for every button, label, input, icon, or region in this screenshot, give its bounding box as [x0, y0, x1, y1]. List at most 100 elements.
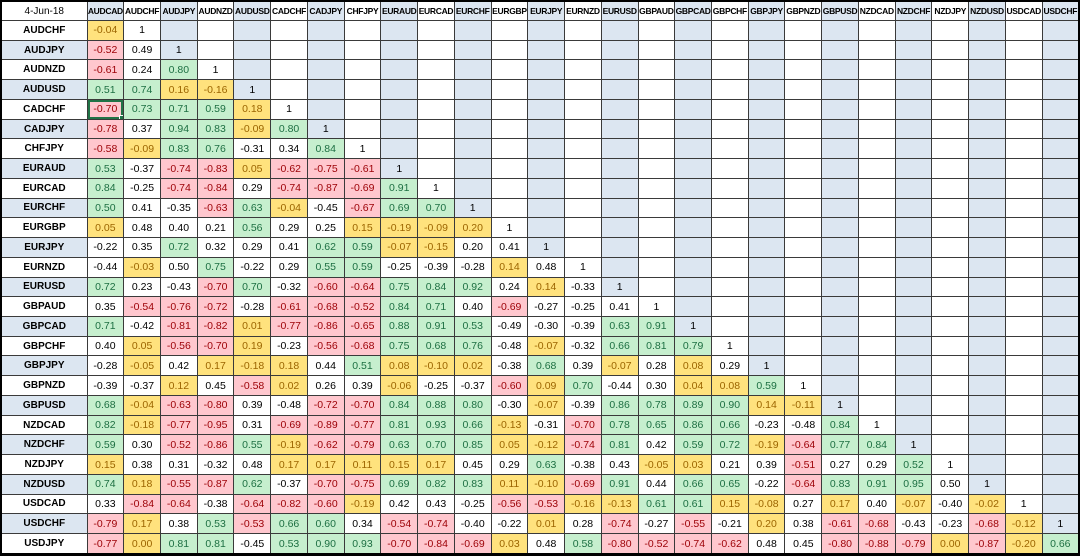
col-header-EURJPY[interactable]: EURJPY [527, 0, 566, 21]
cell-GBPAUD-EURJPY[interactable]: -0.27 [527, 296, 566, 318]
cell-NZDJPY-EURAUD[interactable]: 0.15 [380, 454, 419, 475]
cell-AUDJPY-NZDCAD[interactable] [857, 39, 896, 61]
cell-GBPCAD-NZDUSD[interactable] [968, 316, 1006, 337]
cell-CADJPY-EURCHF[interactable] [453, 118, 492, 140]
cell-EURAUD-GBPNZD[interactable] [784, 158, 823, 179]
cell-CHFJPY-GBPUSD[interactable] [821, 138, 859, 160]
cell-EURCHF-CADJPY[interactable]: -0.45 [306, 197, 345, 219]
cell-AUDUSD-GBPNZD[interactable] [784, 79, 823, 100]
cell-CADJPY-EURJPY[interactable] [527, 118, 566, 140]
cell-EURCAD-EURAUD[interactable]: 0.91 [380, 177, 419, 199]
cell-USDJPY-CHFJPY[interactable]: 0.93 [343, 533, 382, 555]
cell-GBPJPY-EURGBP[interactable]: -0.38 [490, 355, 529, 377]
cell-EURJPY-AUDCHF[interactable]: 0.35 [123, 237, 161, 258]
cell-NZDJPY-GBPCHF[interactable]: 0.21 [710, 454, 749, 475]
cell-NZDCAD-EURUSD[interactable]: 0.78 [600, 414, 639, 436]
cell-NZDCHF-EURNZD[interactable]: -0.74 [564, 434, 602, 456]
cell-CHFJPY-CHFJPY[interactable]: 1 [343, 138, 382, 160]
cell-CADJPY-GBPCHF[interactable] [710, 118, 749, 140]
col-header-GBPCAD[interactable]: GBPCAD [674, 0, 712, 21]
cell-USDCAD-NZDCAD[interactable]: 0.40 [857, 493, 896, 515]
cell-NZDJPY-AUDCHF[interactable]: 0.38 [123, 454, 161, 475]
cell-NZDCAD-GBPUSD[interactable]: 0.84 [821, 414, 859, 436]
cell-GBPUSD-EURUSD[interactable]: 0.86 [600, 394, 639, 416]
cell-AUDCHF-USDCHF[interactable] [1041, 20, 1080, 41]
cell-GBPJPY-USDCAD[interactable] [1004, 355, 1043, 377]
cell-CHFJPY-CADJPY[interactable]: 0.84 [306, 138, 345, 160]
cell-EURCHF-AUDCAD[interactable]: 0.50 [86, 197, 125, 219]
cell-EURAUD-AUDUSD[interactable]: 0.05 [233, 158, 272, 179]
cell-NZDCHF-CHFJPY[interactable]: -0.79 [343, 434, 382, 456]
cell-EURCHF-AUDCHF[interactable]: 0.41 [123, 197, 161, 219]
cell-NZDUSD-GBPJPY[interactable]: -0.22 [747, 473, 786, 495]
cell-EURCHF-GBPUSD[interactable] [821, 197, 859, 219]
cell-EURJPY-GBPCAD[interactable] [674, 237, 712, 258]
col-header-USDCHF[interactable]: USDCHF [1041, 0, 1080, 21]
cell-CADCHF-EURNZD[interactable] [564, 98, 602, 120]
cell-CADCHF-NZDJPY[interactable] [931, 98, 970, 120]
cell-USDCHF-EURUSD[interactable]: -0.74 [600, 513, 639, 535]
row-header-EURAUD[interactable]: EURAUD [0, 158, 88, 179]
cell-CADCHF-GBPCHF[interactable] [710, 98, 749, 120]
cell-NZDJPY-USDCHF[interactable] [1041, 454, 1080, 475]
cell-CHFJPY-AUDJPY[interactable]: 0.83 [159, 138, 198, 160]
cell-EURAUD-AUDNZD[interactable]: -0.83 [196, 158, 235, 179]
row-header-EURGBP[interactable]: EURGBP [0, 217, 88, 239]
cell-AUDJPY-NZDJPY[interactable] [931, 39, 970, 61]
cell-NZDUSD-USDCAD[interactable] [1004, 473, 1043, 495]
cell-USDCHF-GBPJPY[interactable]: 0.20 [747, 513, 786, 535]
cell-AUDJPY-GBPCAD[interactable] [674, 39, 712, 61]
cell-AUDJPY-EURGBP[interactable] [490, 39, 529, 61]
cell-USDCHF-GBPCHF[interactable]: -0.21 [710, 513, 749, 535]
cell-GBPCHF-NZDCAD[interactable] [857, 335, 896, 357]
cell-GBPCAD-GBPUSD[interactable] [821, 316, 859, 337]
cell-AUDCHF-AUDUSD[interactable] [233, 20, 272, 41]
cell-EURJPY-AUDNZD[interactable]: 0.32 [196, 237, 235, 258]
cell-CHFJPY-AUDCHF[interactable]: -0.09 [123, 138, 161, 160]
cell-EURGBP-NZDJPY[interactable] [931, 217, 970, 239]
cell-GBPCAD-USDCHF[interactable] [1041, 316, 1080, 337]
cell-GBPNZD-GBPAUD[interactable]: 0.30 [637, 375, 676, 396]
cell-NZDUSD-EURUSD[interactable]: 0.91 [600, 473, 639, 495]
cell-GBPCHF-AUDJPY[interactable]: -0.56 [159, 335, 198, 357]
cell-EURUSD-NZDCAD[interactable] [857, 276, 896, 298]
cell-CADJPY-AUDCAD[interactable]: -0.78 [86, 118, 125, 140]
cell-EURNZD-AUDCHF[interactable]: -0.03 [123, 256, 161, 278]
cell-NZDCAD-EURJPY[interactable]: -0.31 [527, 414, 566, 436]
row-header-AUDUSD[interactable]: AUDUSD [0, 79, 88, 100]
cell-GBPCHF-GBPNZD[interactable] [784, 335, 823, 357]
cell-USDJPY-CADJPY[interactable]: 0.90 [306, 533, 345, 555]
cell-EURUSD-NZDJPY[interactable] [931, 276, 970, 298]
cell-NZDUSD-NZDCAD[interactable]: 0.91 [857, 473, 896, 495]
cell-GBPUSD-EURCAD[interactable]: 0.88 [417, 394, 455, 416]
cell-EURUSD-AUDNZD[interactable]: -0.70 [196, 276, 235, 298]
cell-USDCHF-USDCHF[interactable]: 1 [1041, 513, 1080, 535]
cell-CHFJPY-USDCAD[interactable] [1004, 138, 1043, 160]
cell-CADJPY-AUDCHF[interactable]: 0.37 [123, 118, 161, 140]
cell-GBPNZD-AUDCAD[interactable]: -0.39 [86, 375, 125, 396]
cell-EURCAD-NZDCHF[interactable] [894, 177, 933, 199]
row-header-EURUSD[interactable]: EURUSD [0, 276, 88, 298]
cell-GBPJPY-AUDNZD[interactable]: 0.17 [196, 355, 235, 377]
cell-GBPNZD-EURNZD[interactable]: 0.70 [564, 375, 602, 396]
cell-USDCAD-CADCHF[interactable]: -0.82 [270, 493, 308, 515]
cell-CHFJPY-AUDCAD[interactable]: -0.58 [86, 138, 125, 160]
cell-EURNZD-EURJPY[interactable]: 0.48 [527, 256, 566, 278]
cell-NZDUSD-CADJPY[interactable]: -0.70 [306, 473, 345, 495]
cell-USDJPY-AUDCAD[interactable]: -0.77 [86, 533, 125, 555]
cell-USDCAD-NZDUSD[interactable]: -0.02 [968, 493, 1006, 515]
cell-GBPNZD-GBPJPY[interactable]: 0.59 [747, 375, 786, 396]
row-header-NZDCAD[interactable]: NZDCAD [0, 414, 88, 436]
cell-GBPCAD-CADCHF[interactable]: -0.77 [270, 316, 308, 337]
cell-GBPJPY-GBPJPY[interactable]: 1 [747, 355, 786, 377]
cell-CHFJPY-AUDUSD[interactable]: -0.31 [233, 138, 272, 160]
cell-GBPJPY-AUDUSD[interactable]: -0.18 [233, 355, 272, 377]
cell-NZDUSD-GBPNZD[interactable]: -0.64 [784, 473, 823, 495]
cell-NZDCAD-GBPNZD[interactable]: -0.48 [784, 414, 823, 436]
cell-EURUSD-AUDJPY[interactable]: -0.43 [159, 276, 198, 298]
cell-NZDJPY-GBPCAD[interactable]: 0.03 [674, 454, 712, 475]
col-header-AUDNZD[interactable]: AUDNZD [196, 0, 235, 21]
cell-NZDUSD-AUDNZD[interactable]: -0.87 [196, 473, 235, 495]
col-header-EURUSD[interactable]: EURUSD [600, 0, 639, 21]
cell-GBPCHF-EURNZD[interactable]: -0.32 [564, 335, 602, 357]
